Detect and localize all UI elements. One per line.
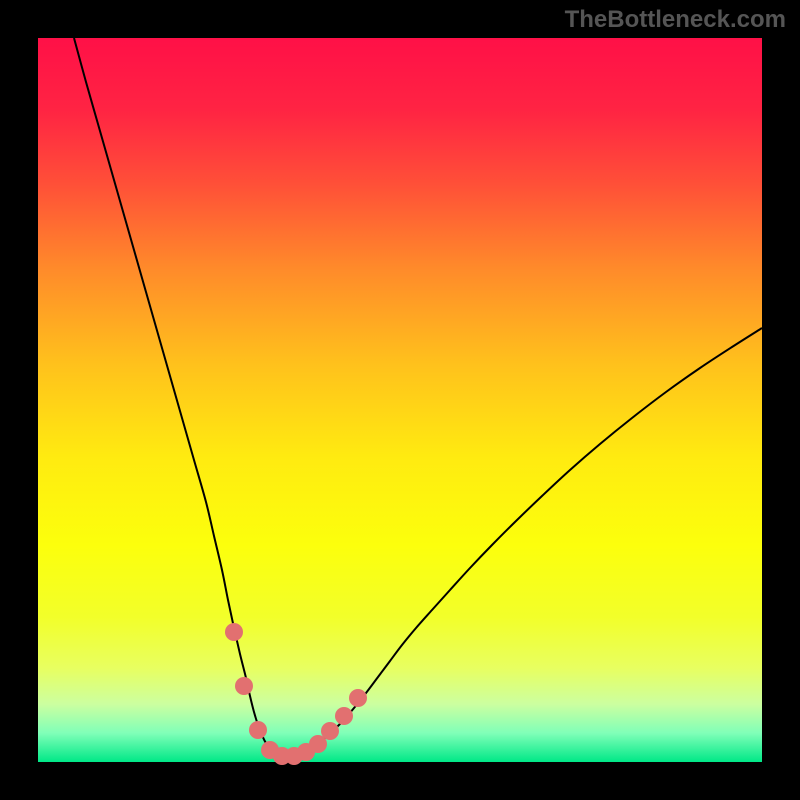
watermark-label: TheBottleneck.com — [565, 6, 786, 34]
plot-background — [38, 38, 762, 762]
chart-container: TheBottleneck.com — [0, 0, 800, 800]
